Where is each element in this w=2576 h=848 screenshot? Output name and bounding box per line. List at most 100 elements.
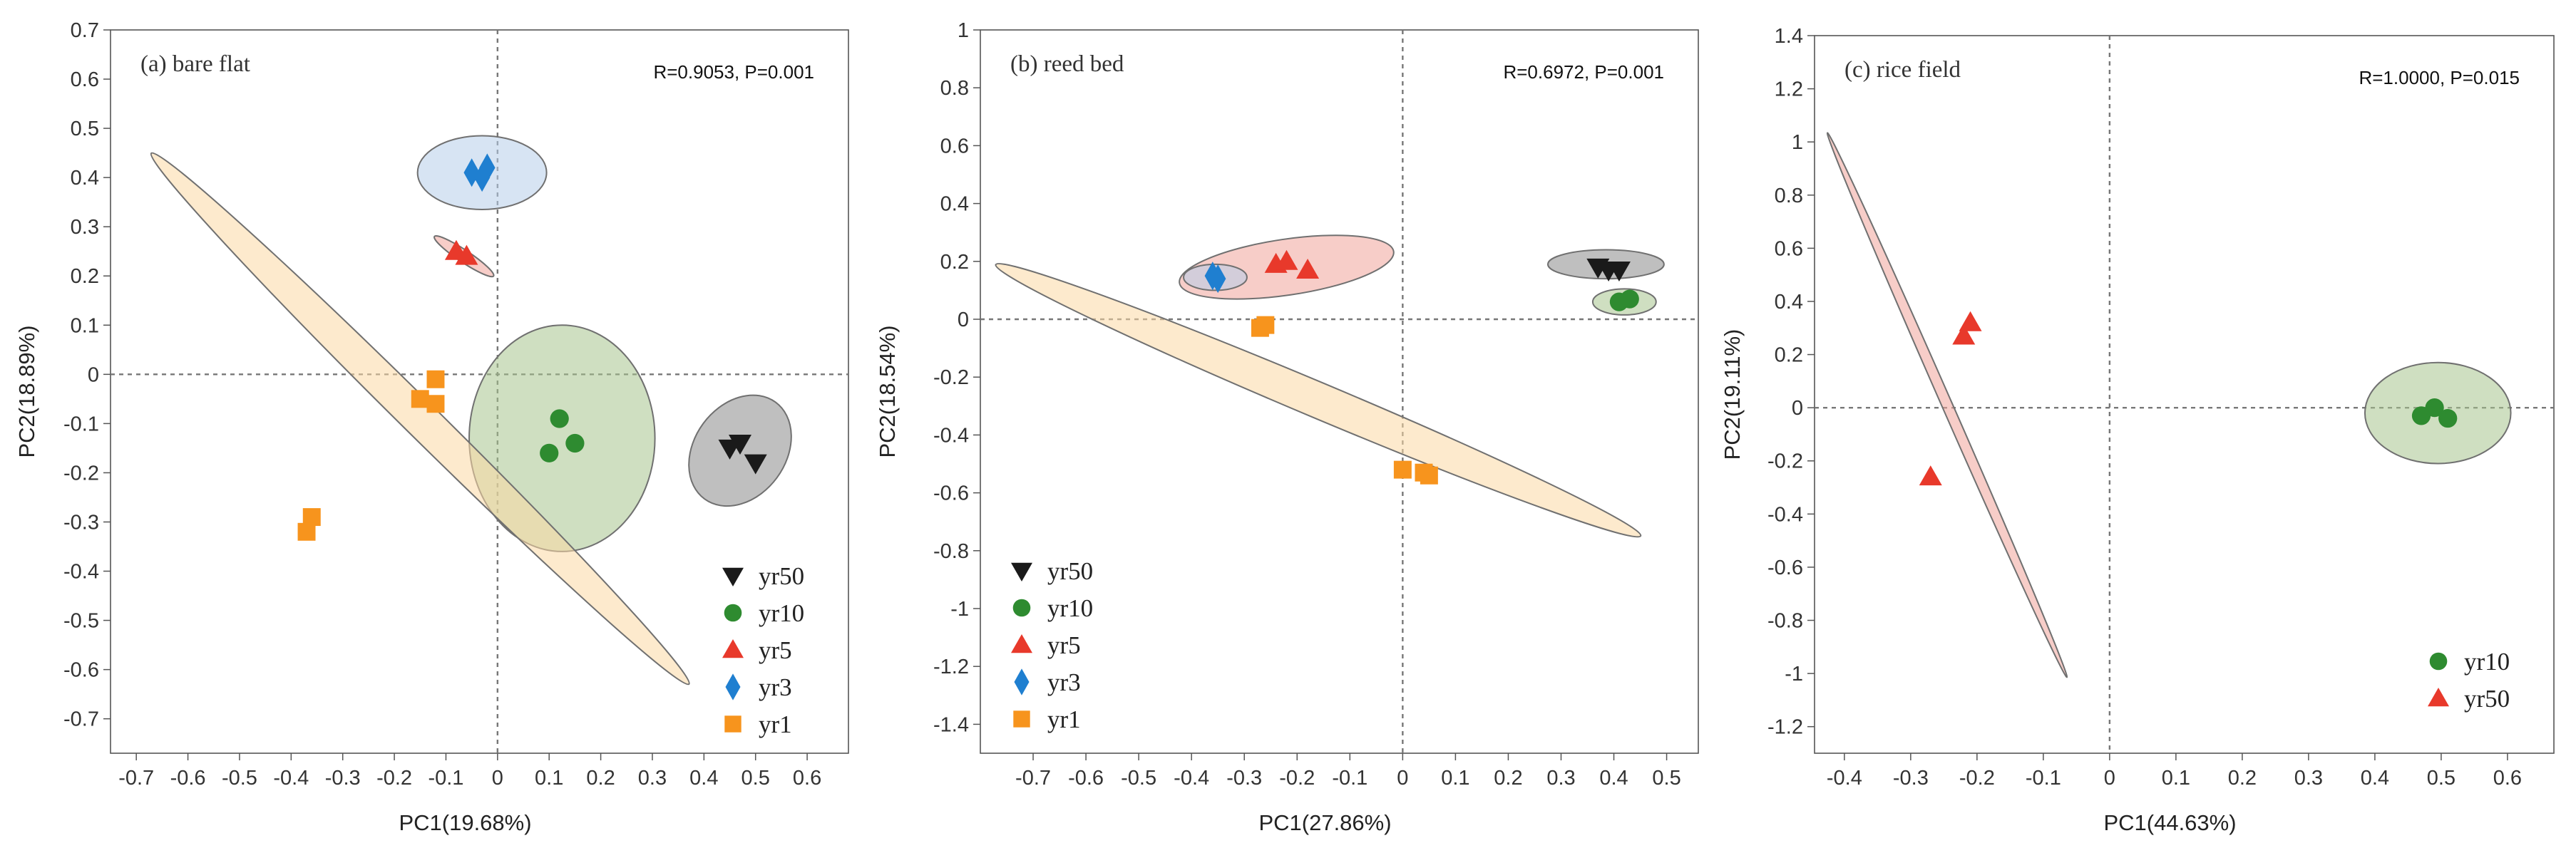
data-point-yr10: [550, 409, 569, 428]
legend-label-yr50: yr50: [1047, 557, 1093, 585]
y-tick-label: -1.2: [1767, 716, 1803, 739]
y-tick-label: -1.2: [933, 656, 969, 678]
x-axis-title: PC1(44.63%): [2103, 810, 2236, 835]
x-tick-label: 0.5: [742, 767, 770, 790]
x-tick-label: 0.3: [638, 767, 667, 790]
legend-marker-yr10: [1012, 599, 1031, 617]
legend-marker-yr5: [722, 639, 744, 658]
x-tick-label: -0.7: [1015, 767, 1051, 790]
x-tick-label: 0.6: [793, 767, 821, 790]
data-point-yr1: [426, 395, 445, 413]
data-point-yr10: [2411, 406, 2431, 425]
data-point-yr3: [473, 163, 491, 192]
confidence-ellipse-yr50: [1826, 132, 2068, 678]
x-tick-label: 0.4: [2361, 767, 2389, 790]
panel-title: (b) reed bed: [1010, 51, 1124, 77]
data-point-yr5: [1296, 258, 1320, 279]
data-point-yr3: [463, 158, 480, 187]
data-point-yr1: [297, 522, 316, 541]
legend-marker-yr10: [2429, 652, 2448, 671]
data-point-yr3: [479, 153, 496, 182]
data-point-yr50: [718, 439, 742, 460]
data-point-yr5: [455, 244, 478, 265]
plot-area: [1826, 132, 2512, 678]
x-tick-label: 0.6: [2493, 767, 2522, 790]
legend-label-yr5: yr5: [759, 636, 792, 664]
x-tick-label: 0.2: [1494, 767, 1522, 790]
data-point-yr50: [1952, 324, 1976, 345]
x-axis-title: PC1(19.68%): [399, 810, 531, 835]
y-axis-title: PC2(19.11%): [1720, 329, 1745, 460]
y-tick-label: 0.6: [940, 135, 969, 157]
panel-title: (a) bare flat: [140, 51, 250, 77]
y-tick-label: -1: [1785, 663, 1803, 686]
data-point-yr5: [1275, 249, 1298, 270]
y-tick-label: 0.5: [71, 118, 99, 140]
data-point-yr1: [411, 390, 429, 408]
y-tick-label: 1: [958, 19, 969, 42]
x-tick-label: -0.4: [273, 767, 309, 790]
stat-label: R=1.0000, P=0.015: [2359, 67, 2520, 88]
legend-marker-yr50: [1011, 562, 1032, 581]
x-tick-label: 0: [492, 767, 503, 790]
y-tick-label: -1: [950, 598, 969, 621]
data-point-yr1: [1420, 466, 1438, 485]
x-tick-label: -0.5: [1121, 767, 1156, 790]
y-tick-label: -0.8: [1767, 610, 1803, 633]
y-tick-label: -0.3: [63, 511, 99, 534]
data-point-yr50: [744, 454, 767, 475]
legend-label-yr10: yr10: [759, 599, 804, 627]
y-tick-label: 0.3: [71, 216, 99, 239]
x-tick-label: -0.5: [222, 767, 257, 790]
legend-marker-yr1: [1013, 710, 1030, 728]
legend: yr10 yr50: [2428, 648, 2510, 713]
legend-label-yr50: yr50: [759, 562, 804, 590]
confidence-ellipse-yr1: [995, 262, 1642, 538]
legend-label-yr1: yr1: [1047, 705, 1081, 733]
x-tick-label: 0.2: [2228, 767, 2257, 790]
x-tick-label: 0: [2104, 767, 2115, 790]
y-tick-label: 0.2: [940, 251, 969, 274]
legend-marker-yr10: [724, 604, 742, 622]
legend-label-yr10: yr10: [2464, 648, 2510, 676]
y-tick-label: 0.7: [71, 19, 99, 42]
y-tick-label: -0.8: [933, 540, 969, 563]
y-axis-title: PC2(18.54%): [875, 325, 900, 457]
data-point-yr10: [1620, 289, 1639, 309]
y-tick-label: -0.5: [63, 610, 99, 633]
x-tick-label: -0.6: [170, 767, 206, 790]
x-tick-label: -0.1: [2026, 767, 2061, 790]
legend-marker-yr50: [2428, 688, 2449, 707]
x-tick-label: -0.6: [1068, 767, 1104, 790]
chart-panel-1: -0.7 -0.6 -0.5 -0.4 -0.3 -0.2 -0.1 0 0.1 0.2 0.3 0.…: [14, 19, 849, 835]
y-tick-label: -0.7: [63, 708, 99, 731]
y-tick-label: 0.6: [1775, 237, 1803, 260]
data-point-yr50: [1607, 261, 1631, 281]
x-tick-label: 0.2: [586, 767, 615, 790]
y-tick-label: 1.2: [1775, 78, 1803, 101]
y-tick-label: 0.4: [940, 193, 969, 216]
y-axis-title: PC2(18.89%): [14, 325, 39, 457]
data-point-yr1: [1393, 460, 1412, 479]
x-tick-label: -0.2: [376, 767, 412, 790]
y-tick-label: 0.4: [1775, 291, 1803, 314]
legend-marker-yr1: [724, 715, 742, 733]
y-tick-label: -0.6: [933, 482, 969, 505]
y-tick-label: -0.4: [1767, 503, 1803, 526]
y-tick-label: 0.8: [940, 77, 969, 100]
stat-label: R=0.9053, P=0.001: [653, 61, 814, 83]
y-tick-label: -0.4: [63, 561, 99, 584]
y-tick-label: -0.2: [1767, 450, 1803, 473]
x-tick-label: -0.3: [1893, 767, 1929, 790]
x-tick-label: 0.4: [1599, 767, 1628, 790]
y-tick-label: -0.6: [63, 659, 99, 682]
data-point-yr10: [540, 443, 559, 462]
x-tick-label: 0.3: [1546, 767, 1575, 790]
x-tick-label: -0.2: [1959, 767, 1995, 790]
plot-area: [995, 234, 1665, 538]
y-tick-label: -0.2: [63, 462, 99, 485]
x-tick-label: 0: [1397, 767, 1408, 790]
x-tick-label: -0.1: [1332, 767, 1367, 790]
legend: yr50 yr10 yr5 yr3 yr1: [722, 562, 804, 738]
legend-marker-yr50: [722, 567, 744, 586]
